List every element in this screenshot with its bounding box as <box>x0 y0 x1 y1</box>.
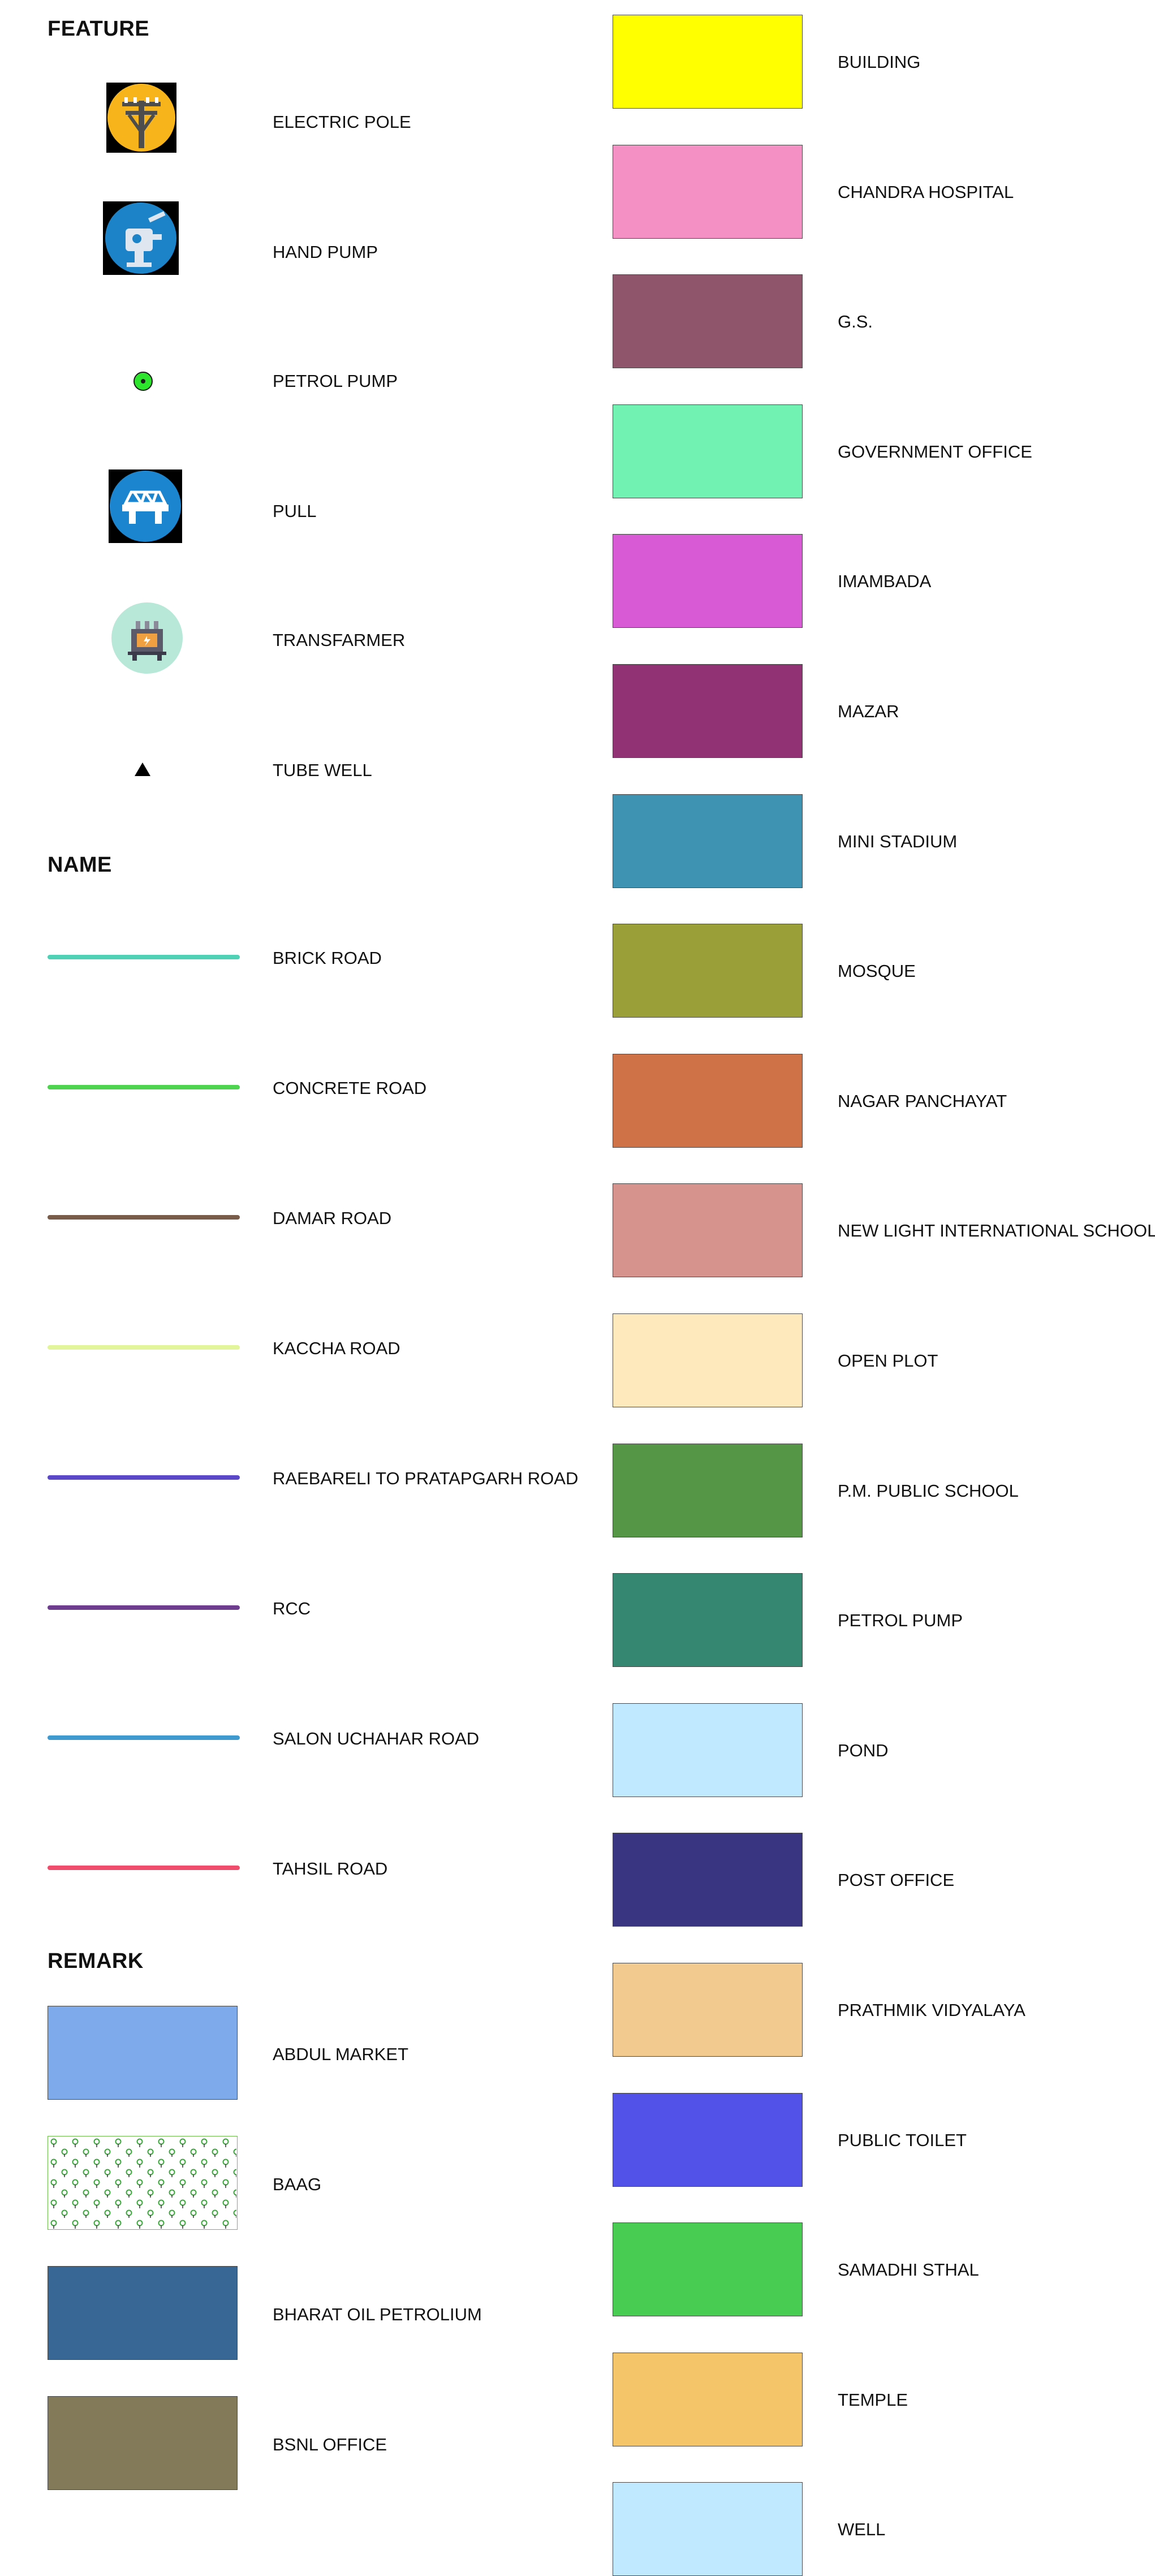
legend-label-petrol-pump: PETROL PUMP <box>838 1610 963 1630</box>
swatch-samadhi-sthal <box>613 2222 803 2316</box>
line-symbol-salon-uchahar-road <box>48 1735 240 1740</box>
legend-label-kaccha-road: KACCHA ROAD <box>273 1338 400 1358</box>
legend-label-post-office: POST OFFICE <box>838 1870 955 1890</box>
legend-label-open-plot: OPEN PLOT <box>838 1351 938 1371</box>
legend-label-p-m-public-school: P.M. PUBLIC SCHOOL <box>838 1481 1019 1501</box>
swatch-p-m-public-school <box>613 1444 803 1537</box>
swatch-temple <box>613 2353 803 2446</box>
swatch-mosque <box>613 924 803 1018</box>
electric-pole-icon <box>106 83 176 153</box>
legend-label-well: WELL <box>838 2519 886 2539</box>
legend-label-raebareli-pratapgarh-road: RAEBARELI TO PRATAPGARH ROAD <box>273 1468 579 1488</box>
legend-label-public-toilet: PUBLIC TOILET <box>838 2130 967 2150</box>
swatch-chandra-hospital <box>613 145 803 239</box>
hand-pump-icon <box>103 201 179 275</box>
remark-section-title: REMARK <box>48 1949 144 1973</box>
legend-label-imambada: IMAMBADA <box>838 571 932 591</box>
legend-label-mazar: MAZAR <box>838 701 899 721</box>
legend-label-government-office: GOVERNMENT OFFICE <box>838 442 1032 462</box>
legend-label-electric-pole: ELECTRIC POLE <box>273 112 411 132</box>
legend-label-salon-uchahar-road: SALON UCHAHAR ROAD <box>273 1729 480 1748</box>
legend-label-transformer: TRANSFARMER <box>273 630 406 650</box>
legend-label-damar-road: DAMAR ROAD <box>273 1208 392 1228</box>
legend-label-bharat-oil-petrolium: BHARAT OIL PETROLIUM <box>273 2304 482 2324</box>
transformer-icon <box>111 602 183 674</box>
line-symbol-brick-road <box>48 955 240 959</box>
legend-label-pond: POND <box>838 1741 889 1760</box>
legend-label-chandra-hospital: CHANDRA HOSPITAL <box>838 182 1014 202</box>
legend-label-petrol-pump: PETROL PUMP <box>273 371 398 391</box>
swatch-nagar-panchayat <box>613 1054 803 1148</box>
swatch-bharat-oil-petrolium <box>48 2266 238 2360</box>
legend-label-abdul-market: ABDUL MARKET <box>273 2044 409 2064</box>
swatch-bsnl-office <box>48 2396 238 2490</box>
swatch-petrol-pump <box>613 1573 803 1667</box>
petrol-pump-dot-icon <box>133 371 153 391</box>
swatch-new-light-international-school <box>613 1183 803 1277</box>
swatch-building <box>613 15 803 109</box>
legend-label-temple: TEMPLE <box>838 2390 908 2410</box>
swatch-baag-pattern <box>48 2136 238 2230</box>
legend-label-bsnl-office: BSNL OFFICE <box>273 2435 387 2454</box>
legend-label-samadhi-sthal: SAMADHI STHAL <box>838 2260 979 2280</box>
swatch-mini-stadium <box>613 794 803 888</box>
legend-label-mini-stadium: MINI STADIUM <box>838 832 958 851</box>
legend-label-building: BUILDING <box>838 52 921 72</box>
swatch-abdul-market <box>48 2006 238 2100</box>
legend-label-mosque: MOSQUE <box>838 961 916 981</box>
legend-label-tahsil-road: TAHSIL ROAD <box>273 1859 388 1879</box>
legend-label-new-light-international-school: NEW LIGHT INTERNATIONAL SCHOOL <box>838 1221 1155 1240</box>
line-symbol-kaccha-road <box>48 1345 240 1350</box>
swatch-prathmik-vidyalaya <box>613 1963 803 2057</box>
line-symbol-tahsil-road <box>48 1866 240 1870</box>
swatch-pond <box>613 1703 803 1797</box>
swatch-post-office <box>613 1833 803 1927</box>
swatch-imambada <box>613 534 803 628</box>
swatch-mazar <box>613 664 803 758</box>
legend-label-brick-road: BRICK ROAD <box>273 948 382 968</box>
swatch-well <box>613 2482 803 2576</box>
legend-label-g-s: G.S. <box>838 312 873 331</box>
legend-label-nagar-panchayat: NAGAR PANCHAYAT <box>838 1091 1007 1111</box>
line-symbol-raebareli-pratapgarh-road <box>48 1475 240 1480</box>
legend-label-rcc: RCC <box>273 1599 311 1618</box>
legend-label-baag: BAAG <box>273 2174 322 2194</box>
line-symbol-concrete-road <box>48 1085 240 1089</box>
triangle-icon <box>133 761 152 777</box>
feature-section-title: FEATURE <box>48 17 150 41</box>
legend-label-pull: PULL <box>273 501 317 521</box>
swatch-public-toilet <box>613 2093 803 2187</box>
bridge-icon <box>109 469 182 543</box>
swatch-g-s <box>613 274 803 368</box>
legend-label-prathmik-vidyalaya: PRATHMIK VIDYALAYA <box>838 2000 1025 2020</box>
legend-label-tube-well: TUBE WELL <box>273 760 372 780</box>
line-symbol-damar-road <box>48 1215 240 1220</box>
legend-label-concrete-road: CONCRETE ROAD <box>273 1078 427 1098</box>
line-symbol-rcc <box>48 1605 240 1610</box>
name-section-title: NAME <box>48 853 112 877</box>
swatch-open-plot <box>613 1313 803 1407</box>
legend-label-hand-pump: HAND PUMP <box>273 242 378 262</box>
swatch-government-office <box>613 404 803 498</box>
